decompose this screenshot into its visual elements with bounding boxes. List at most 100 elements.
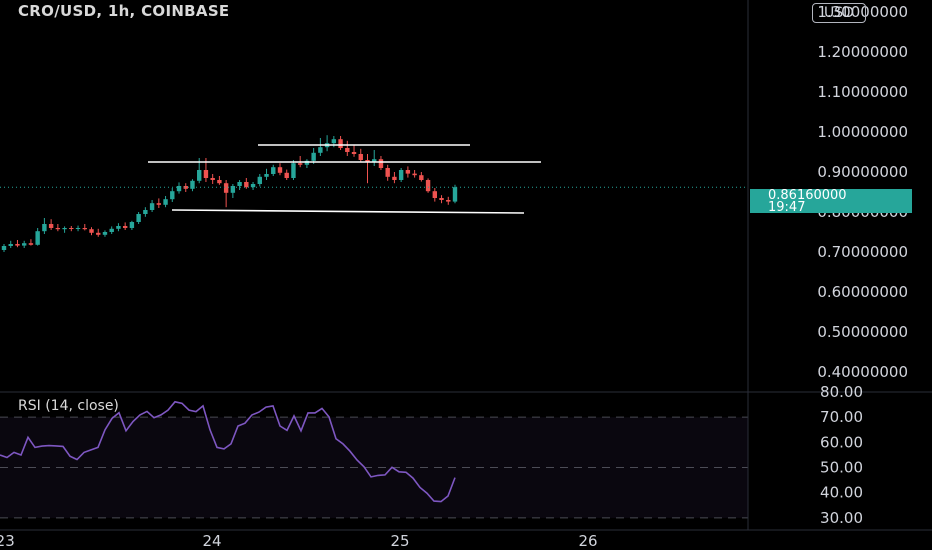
candle	[129, 220, 135, 230]
candle-body	[405, 170, 411, 174]
candle	[419, 172, 424, 182]
candle	[35, 228, 40, 246]
candle	[277, 163, 283, 176]
candle-body	[223, 183, 229, 193]
candle-body	[311, 152, 316, 161]
candle-body	[21, 243, 27, 246]
price-tick-label: 0.50000000	[817, 323, 908, 341]
candle-body	[297, 163, 303, 165]
candle	[136, 212, 141, 224]
candle-body	[170, 191, 175, 200]
candle	[82, 224, 87, 231]
rsi-tick-label: 40.00	[820, 484, 863, 502]
candle	[405, 166, 411, 178]
candle	[217, 176, 222, 185]
candle	[351, 144, 357, 157]
candle-body	[358, 154, 363, 160]
candle	[264, 168, 269, 180]
trendline	[171, 209, 525, 214]
candle-body	[439, 198, 444, 200]
candle-body	[345, 148, 350, 152]
candle	[345, 140, 350, 156]
candle-body	[102, 232, 108, 235]
candle-body	[197, 170, 202, 181]
candle-body	[264, 174, 269, 177]
candle-body	[392, 176, 397, 180]
candle-body	[284, 172, 289, 178]
candle	[102, 230, 108, 237]
candle	[122, 222, 128, 230]
candle-body	[15, 244, 20, 246]
candle	[237, 180, 242, 190]
candle	[62, 226, 67, 233]
bar-countdown: 19:47	[768, 200, 806, 215]
candle-body	[271, 167, 276, 174]
candle	[385, 164, 390, 181]
candle-body	[28, 243, 34, 245]
candle-body	[446, 200, 451, 202]
candle	[257, 174, 262, 187]
price-tick-label: 0.70000000	[817, 243, 908, 261]
rsi-line	[0, 400, 456, 503]
price-tick-label: 1.00000000	[817, 123, 908, 141]
candle	[116, 223, 121, 232]
candle-body	[35, 231, 40, 245]
candle-body	[129, 222, 135, 228]
price-tick-label: 1.10000000	[817, 83, 908, 101]
candle	[55, 224, 61, 232]
candle-body	[291, 163, 296, 178]
candle	[439, 195, 444, 204]
candle-body	[163, 199, 168, 205]
currency-button[interactable]: USD	[812, 3, 866, 23]
candle-body	[75, 228, 81, 229]
candle	[89, 227, 94, 236]
candle-body	[69, 228, 74, 229]
candle-body	[89, 229, 94, 233]
candle	[75, 225, 81, 232]
candle-body	[398, 170, 404, 180]
candle	[223, 180, 229, 208]
symbol-title[interactable]: CRO/USD, 1h, COINBASE	[18, 2, 230, 20]
time-tick-label: 23	[0, 532, 15, 550]
candle	[1, 244, 7, 252]
candle-body	[378, 159, 384, 168]
candle	[42, 218, 47, 234]
candle	[190, 179, 195, 192]
candle	[244, 178, 249, 189]
candle	[392, 172, 397, 184]
candle-body	[203, 170, 209, 178]
price-tick-label: 0.40000000	[817, 363, 908, 381]
candle-body	[8, 244, 13, 246]
candle	[372, 150, 377, 166]
candle-body	[48, 224, 54, 228]
price-tick-label: 1.20000000	[817, 43, 908, 61]
candle	[446, 196, 451, 205]
candle-body	[425, 180, 431, 192]
candle	[358, 148, 363, 162]
last-price-badge: 0.86160000 19:47	[750, 189, 912, 215]
candle	[96, 228, 101, 237]
candle	[425, 178, 431, 193]
rsi-legend[interactable]: RSI (14, close)	[18, 398, 119, 414]
candle-body	[190, 180, 195, 189]
candle	[291, 160, 296, 180]
candle-body	[351, 152, 357, 154]
candle	[21, 240, 27, 248]
candle-body	[217, 180, 222, 184]
candle	[365, 154, 370, 184]
candle-body	[116, 226, 121, 229]
candle	[8, 240, 13, 248]
candle	[210, 174, 215, 184]
candle-body	[55, 228, 61, 230]
candle	[452, 184, 458, 204]
candle	[48, 219, 54, 230]
rsi-tick-label: 50.00	[820, 459, 863, 477]
candle-body	[136, 214, 141, 222]
candle-body	[1, 246, 7, 250]
rsi-tick-label: 70.00	[820, 408, 863, 426]
rsi-panel	[0, 400, 748, 519]
candle-body	[338, 139, 343, 148]
price-tick-label: 0.90000000	[817, 163, 908, 181]
